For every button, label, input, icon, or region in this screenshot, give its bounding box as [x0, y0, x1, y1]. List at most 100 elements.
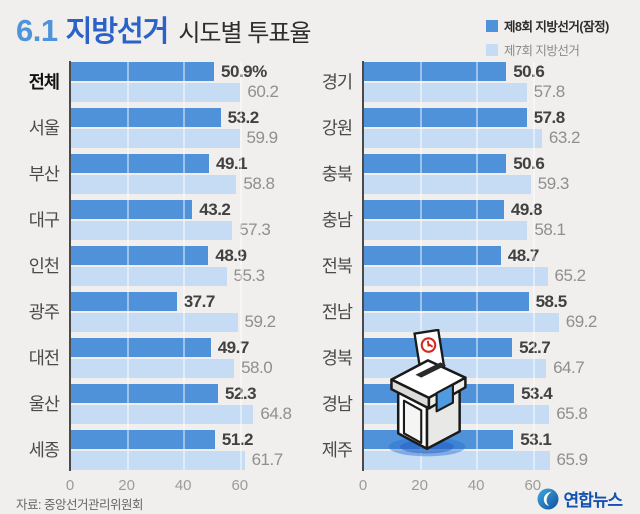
- bar-line-8th: 49.1: [70, 154, 324, 173]
- gridline: [476, 62, 479, 470]
- bar-line-7th: 58.1: [363, 220, 617, 240]
- series7-bar: [70, 82, 241, 102]
- series8-value: 53.1: [520, 429, 552, 449]
- series8-bar: [363, 246, 501, 265]
- region-label: 서울: [28, 118, 60, 139]
- bar-line-7th: 60.2: [70, 82, 324, 102]
- region-label: 대전: [28, 348, 60, 369]
- gridline: [183, 62, 186, 470]
- bar-line-7th: 65.2: [363, 266, 617, 286]
- y-axis-line: [362, 61, 364, 471]
- chart-legend: 제8회 지방선거(잠정) 제7회 지방선거: [486, 16, 609, 64]
- legend-swatch-8th-icon: [486, 19, 498, 32]
- series8-value: 58.5: [535, 291, 568, 311]
- chart-rows-left: 전체 50.9% 60.2 서울 53.2 59.9 부산 49.1 58.8 대구 43.2 57.…: [12, 61, 324, 471]
- bar-line-7th: 59.9: [70, 128, 324, 148]
- region-row: 울산 52.3 64.8: [12, 384, 324, 424]
- bar-line-8th: 48.7: [363, 246, 617, 265]
- region-label: 충북: [321, 164, 353, 185]
- bar-line-8th: 52.3: [70, 384, 324, 403]
- series7-bar: [363, 450, 550, 470]
- yonhap-logo: 연합뉴스: [537, 486, 623, 511]
- region-label: 부산: [28, 164, 60, 185]
- bar-group: 53.1 65.9: [363, 430, 617, 470]
- series8-value: 49.7: [217, 337, 250, 357]
- series7-value: 58.1: [534, 220, 566, 239]
- bar-line-7th: 69.2: [363, 312, 617, 332]
- series8-value: 57.8: [533, 107, 566, 127]
- x-axis-tick-label: 20: [411, 476, 428, 494]
- y-axis-line: [69, 61, 71, 471]
- title-date: 6.1: [16, 13, 58, 48]
- bar-line-7th: 59.2: [70, 312, 324, 332]
- series8-value: 51.2: [221, 429, 254, 449]
- ballot-box-illustration: [388, 329, 467, 457]
- series8-value: 52.3: [225, 383, 257, 403]
- x-axis-tick-label: 0: [65, 476, 75, 494]
- chart-column-left: 전체 50.9% 60.2 서울 53.2 59.9 부산 49.1 58.8 대구 43.2 57.…: [12, 61, 324, 497]
- bar-line-7th: 57.3: [70, 220, 324, 240]
- region-row: 서울 53.2 59.9: [12, 108, 324, 148]
- series7-bar: [363, 266, 548, 286]
- series8-value: 37.7: [183, 291, 216, 311]
- bar-group: 48.9 55.3: [70, 246, 324, 286]
- x-axis-tick-label: 0: [358, 476, 368, 494]
- series7-value: 57.8: [533, 82, 566, 101]
- x-axis-tick-label: 40: [174, 476, 192, 494]
- gridline: [419, 62, 422, 470]
- bar-group: 51.2 61.7: [70, 430, 324, 470]
- series8-value: 50.6: [513, 153, 545, 173]
- bar-line-8th: 37.7: [70, 292, 324, 311]
- series7-value: 57.3: [239, 220, 271, 239]
- series7-value: 59.9: [246, 128, 279, 147]
- region-label: 전북: [321, 256, 353, 277]
- bar-line-8th: 43.2: [70, 200, 324, 219]
- series7-value: 60.2: [247, 82, 279, 101]
- series8-bar: [363, 108, 527, 127]
- source-credit: 자료: 중앙선거관리위원회: [16, 498, 143, 512]
- region-row: 세종 51.2 61.7: [12, 430, 324, 470]
- series8-bar: [70, 430, 215, 449]
- bar-line-7th: 59.3: [363, 174, 617, 194]
- series8-bar: [70, 62, 214, 81]
- gridline: [126, 62, 129, 470]
- x-axis-tick-label: 40: [467, 476, 485, 494]
- series8-value: 49.8: [510, 199, 543, 219]
- region-label: 충남: [321, 210, 353, 231]
- region-label: 경기: [321, 72, 353, 93]
- bar-line-8th: 50.6: [363, 154, 617, 173]
- series7-bar: [363, 174, 531, 194]
- x-axis-ticks-right: 0 20 40 60: [305, 477, 617, 497]
- chart-column-right: 경기 50.6 57.8 강원 57.8 63.2 충북 50.6 59.3 충남 49.8 58.1…: [305, 61, 617, 497]
- series8-bar: [70, 200, 193, 219]
- legend-item-8th: 제8회 지방선거(잠정): [486, 16, 609, 35]
- region-row: 대전 49.7 58.0: [12, 338, 324, 378]
- bar-line-8th: 49.8: [363, 200, 617, 219]
- bar-line-8th: 48.9: [70, 246, 324, 265]
- bar-line-8th: 50.9%: [70, 62, 324, 81]
- bar-group: 37.7 59.2: [70, 292, 324, 332]
- chart-rows-right: 경기 50.6 57.8 강원 57.8 63.2 충북 50.6 59.3 충남 49.8 58.1…: [305, 61, 617, 471]
- region-label: 대구: [28, 210, 60, 231]
- series8-value: 53.4: [521, 383, 553, 403]
- title-election-name: 지방선거: [65, 16, 170, 48]
- series7-bar: [70, 174, 237, 194]
- series8-bar: [70, 292, 177, 311]
- title-subtitle: 시도별 투표율: [178, 20, 311, 47]
- x-axis-tick-label: 60: [524, 476, 542, 494]
- bar-group: 50.6 59.3: [363, 154, 617, 194]
- series7-value: 55.3: [233, 266, 266, 285]
- bar-group: 49.8 58.1: [363, 200, 617, 240]
- series8-value: 43.2: [199, 199, 231, 219]
- series8-value: 48.7: [507, 245, 540, 265]
- bar-line-7th: 57.8: [363, 82, 617, 102]
- ballot-box-blue-tag: [435, 383, 454, 413]
- bar-group: 57.8 63.2: [363, 108, 617, 148]
- series7-bar: [70, 312, 238, 332]
- bar-group: 58.5 69.2: [363, 292, 617, 332]
- series8-bar: [363, 200, 504, 219]
- bar-group: 49.1 58.8: [70, 154, 324, 194]
- series7-bar: [70, 128, 240, 148]
- region-label: 강원: [321, 118, 353, 139]
- region-label: 인천: [28, 256, 60, 277]
